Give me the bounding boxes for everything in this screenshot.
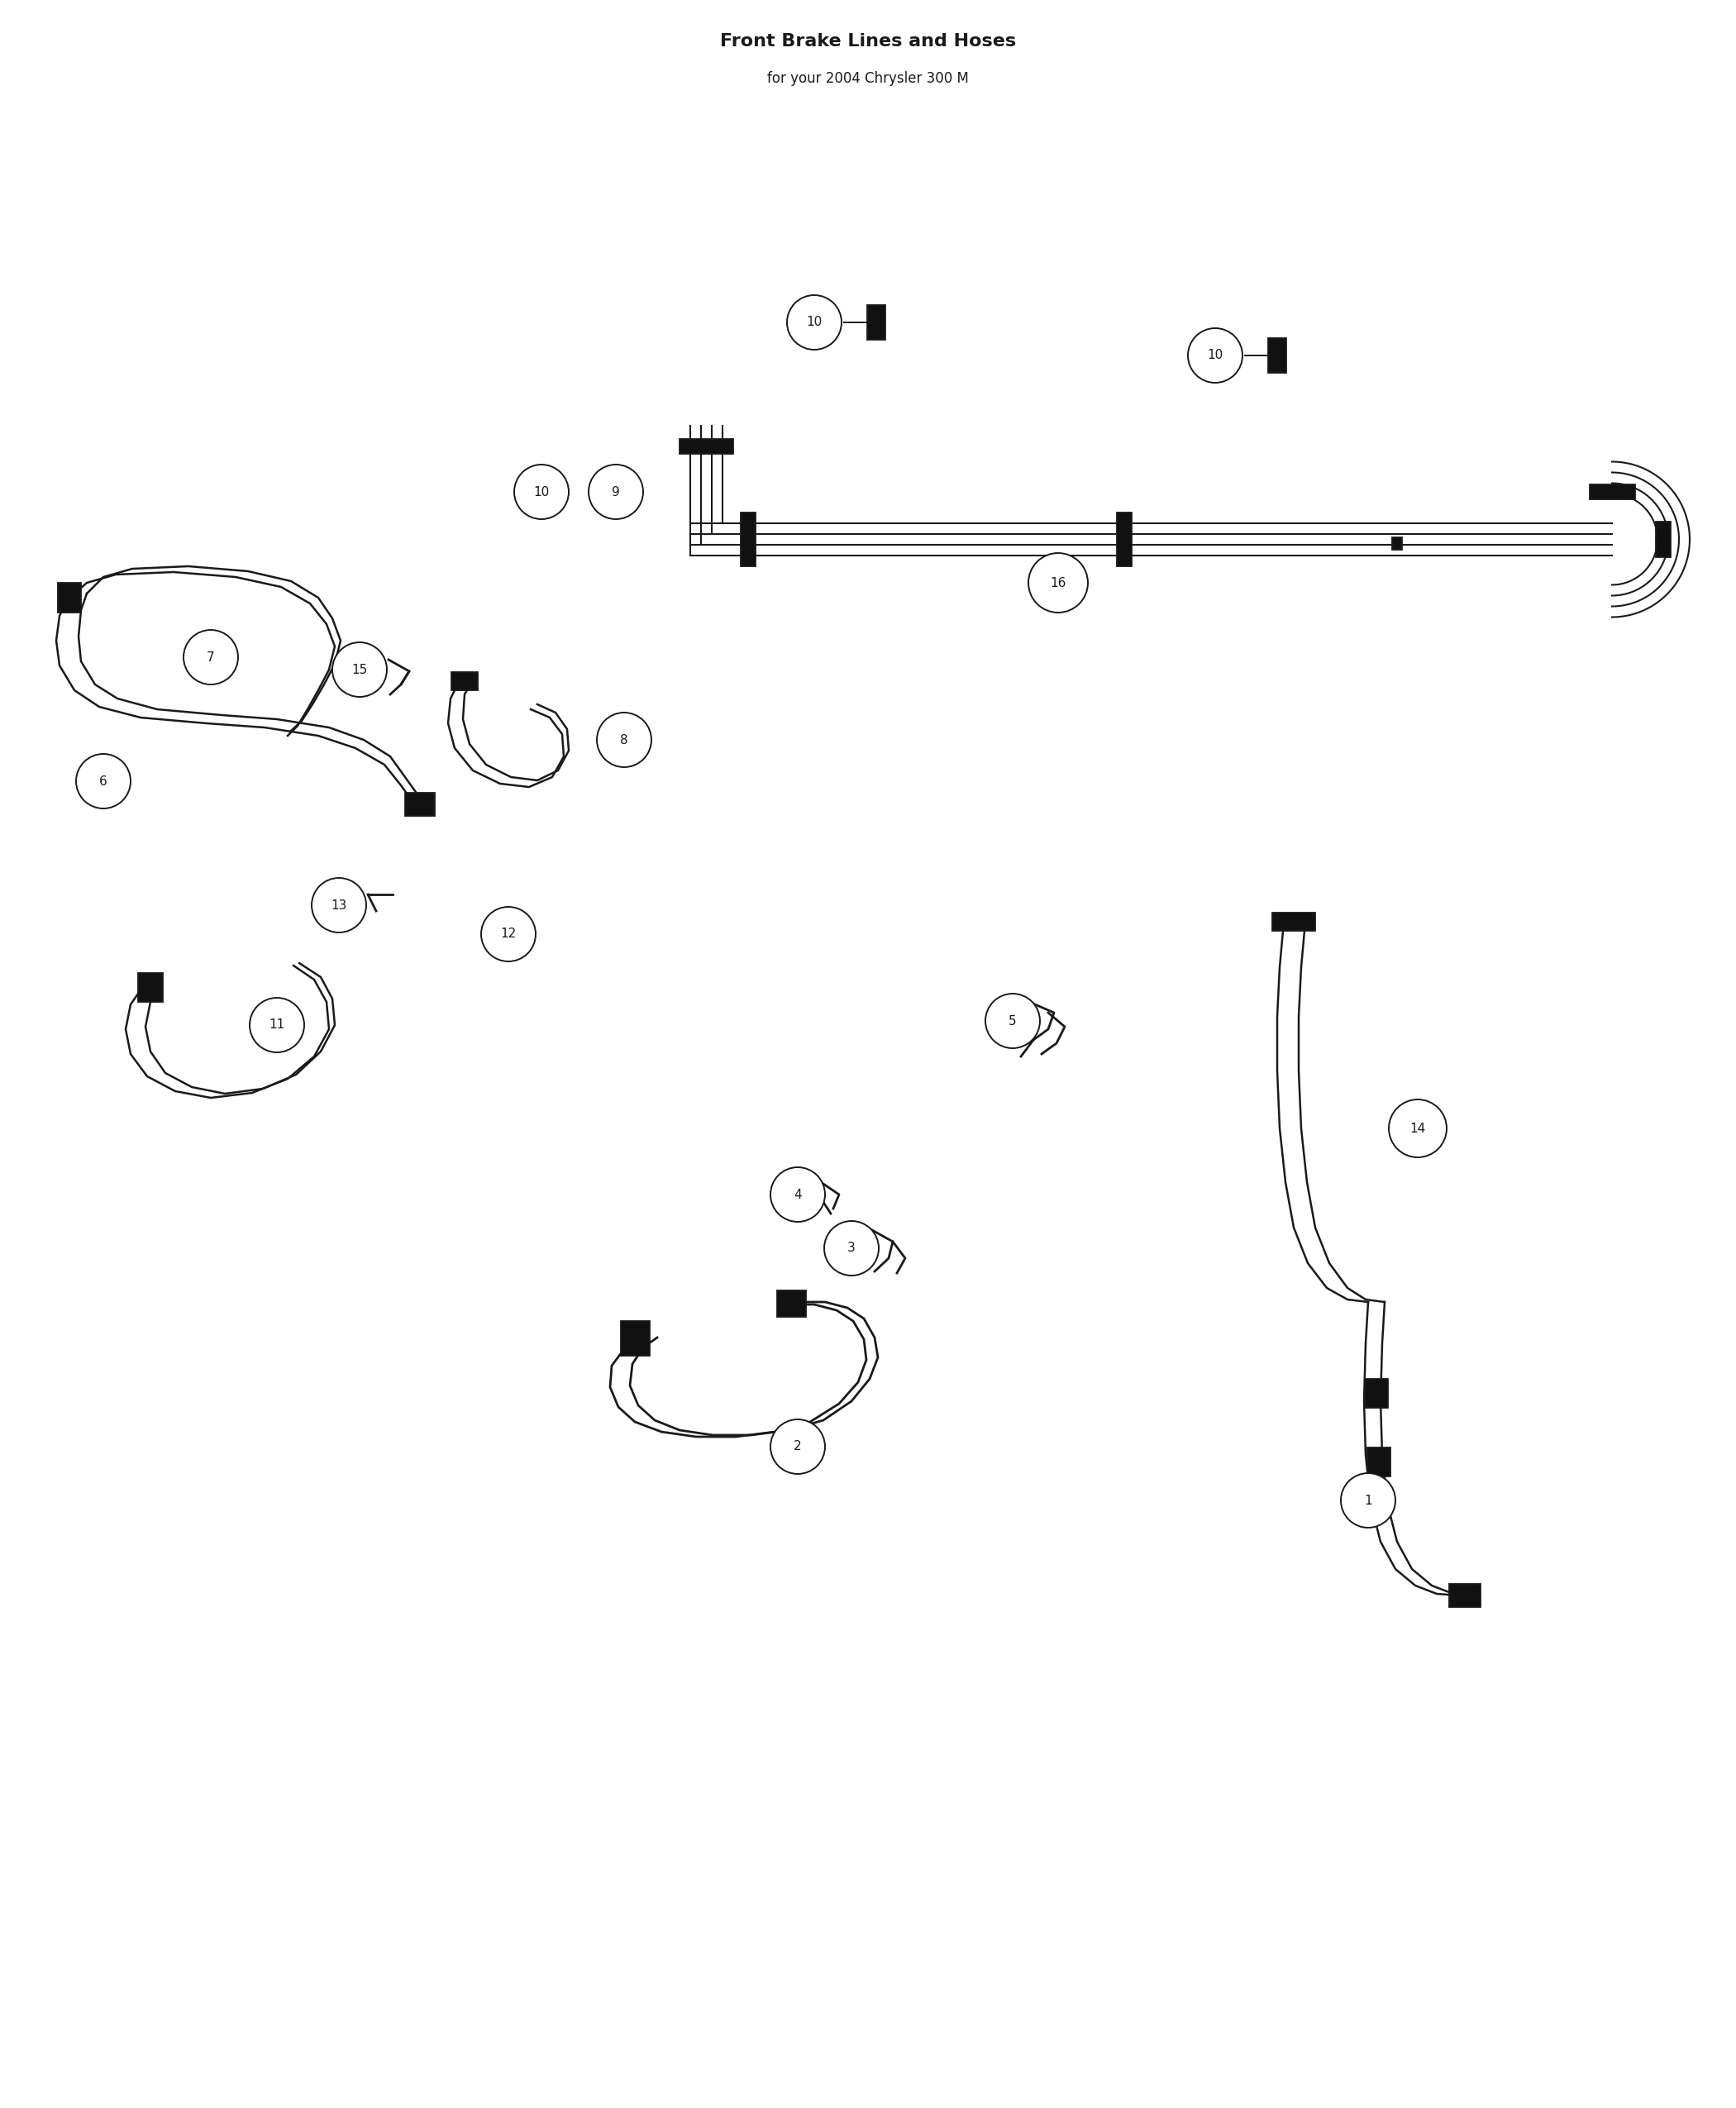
FancyBboxPatch shape (620, 1322, 649, 1355)
Circle shape (589, 464, 642, 519)
FancyBboxPatch shape (139, 972, 163, 1001)
Text: 6: 6 (99, 776, 108, 788)
Circle shape (312, 877, 366, 932)
Circle shape (771, 1419, 825, 1473)
Text: 10: 10 (806, 316, 823, 329)
FancyBboxPatch shape (451, 672, 477, 689)
FancyBboxPatch shape (1364, 1379, 1389, 1408)
Text: 4: 4 (793, 1189, 802, 1202)
FancyBboxPatch shape (1272, 913, 1316, 932)
FancyBboxPatch shape (1450, 1583, 1481, 1606)
FancyBboxPatch shape (1656, 523, 1670, 557)
Circle shape (1340, 1473, 1396, 1528)
FancyBboxPatch shape (1392, 538, 1403, 550)
Text: 7: 7 (207, 651, 215, 664)
Circle shape (1389, 1100, 1446, 1157)
FancyBboxPatch shape (1588, 485, 1635, 500)
Text: 8: 8 (620, 734, 628, 746)
FancyBboxPatch shape (679, 438, 733, 453)
Circle shape (481, 906, 536, 961)
Text: 2: 2 (793, 1440, 802, 1452)
Circle shape (786, 295, 842, 350)
Text: for your 2004 Chrysler 300 M: for your 2004 Chrysler 300 M (767, 72, 969, 86)
Text: 1: 1 (1364, 1495, 1371, 1507)
Text: 3: 3 (847, 1242, 856, 1254)
FancyBboxPatch shape (57, 582, 82, 613)
Text: 11: 11 (269, 1018, 285, 1031)
Circle shape (250, 997, 304, 1052)
FancyBboxPatch shape (1368, 1446, 1391, 1476)
Text: Front Brake Lines and Hoses: Front Brake Lines and Hoses (720, 34, 1016, 51)
Text: 15: 15 (352, 664, 368, 677)
FancyBboxPatch shape (868, 306, 885, 339)
Text: 9: 9 (611, 485, 620, 497)
FancyBboxPatch shape (741, 512, 755, 567)
Text: 5: 5 (1009, 1014, 1017, 1027)
Circle shape (76, 755, 130, 809)
Text: 12: 12 (500, 928, 516, 940)
Circle shape (1187, 329, 1243, 384)
Circle shape (771, 1168, 825, 1223)
Text: 10: 10 (1207, 350, 1224, 363)
Circle shape (597, 713, 651, 767)
FancyBboxPatch shape (1267, 337, 1286, 373)
Circle shape (986, 993, 1040, 1048)
Text: 14: 14 (1410, 1121, 1425, 1134)
Text: 13: 13 (332, 898, 347, 911)
Circle shape (332, 643, 387, 698)
FancyBboxPatch shape (1116, 512, 1132, 567)
Circle shape (184, 630, 238, 685)
Circle shape (825, 1221, 878, 1275)
Circle shape (1028, 552, 1088, 613)
Circle shape (514, 464, 569, 519)
FancyBboxPatch shape (404, 793, 434, 816)
FancyBboxPatch shape (778, 1290, 807, 1318)
Text: 16: 16 (1050, 578, 1066, 588)
Text: 10: 10 (533, 485, 549, 497)
